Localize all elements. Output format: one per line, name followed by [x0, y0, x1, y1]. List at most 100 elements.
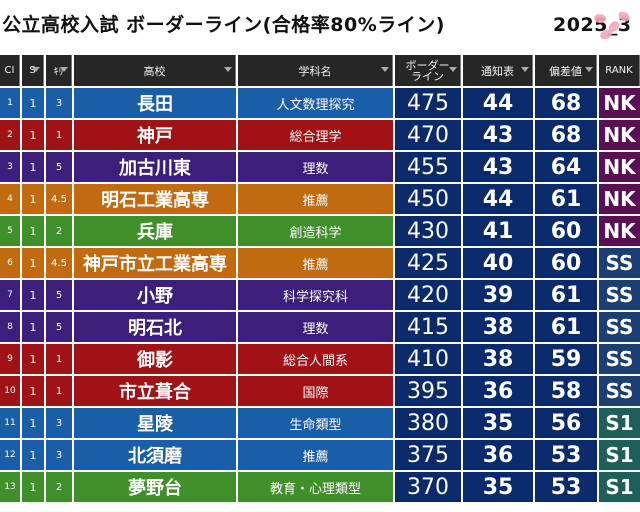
row-rank-badge: SS — [599, 280, 640, 310]
row-rank-badge: S1 — [599, 408, 640, 438]
filter-icon[interactable] — [521, 67, 529, 72]
row-dept: 国際 — [238, 376, 393, 406]
row-hensachi: 61 — [535, 312, 597, 342]
row-no: 5 — [0, 216, 20, 246]
row-s: 1 — [22, 312, 44, 342]
col-k-header[interactable]: ｷﾘ — [46, 55, 72, 86]
row-school: 神戸 — [74, 120, 236, 150]
row-border-score: 420 — [395, 280, 461, 310]
row-s: 1 — [22, 248, 44, 278]
row-school: 北須磨 — [74, 440, 236, 470]
filter-icon[interactable] — [60, 67, 68, 72]
col-tsuuchi-header[interactable]: 通知表 — [463, 55, 533, 86]
table-row[interactable]: 13 1 2 夢野台 教育・心理類型 370 35 53 S1 — [0, 472, 640, 502]
row-hensachi: 53 — [535, 472, 597, 502]
row-tsuuchi: 44 — [463, 184, 533, 214]
row-tsuuchi: 35 — [463, 408, 533, 438]
row-s: 1 — [22, 440, 44, 470]
row-s: 1 — [22, 216, 44, 246]
row-k: 1 — [46, 344, 72, 374]
col-s-header[interactable]: S — [22, 55, 44, 86]
table-row[interactable]: 4 1 4.5 明石工業高専 推薦 450 44 61 NK — [0, 184, 640, 214]
table-row[interactable]: 12 1 3 北須磨 推薦 375 36 53 S1 — [0, 440, 640, 470]
table-row[interactable]: 7 1 5 小野 科学探究科 420 39 61 SS — [0, 280, 640, 310]
row-tsuuchi: 38 — [463, 344, 533, 374]
row-hensachi: 53 — [535, 440, 597, 470]
row-hensachi: 64 — [535, 152, 597, 182]
row-s: 1 — [22, 88, 44, 118]
row-rank-badge: NK — [599, 184, 640, 214]
row-k: 4.5 — [46, 248, 72, 278]
table-row[interactable]: 11 1 3 星陵 生命類型 380 35 56 S1 — [0, 408, 640, 438]
row-s: 1 — [22, 280, 44, 310]
row-hensachi: 58 — [535, 376, 597, 406]
row-s: 1 — [22, 344, 44, 374]
filter-icon[interactable] — [449, 67, 457, 72]
col-rank-header[interactable]: RANK — [599, 55, 640, 86]
row-dept: 創造科学 — [238, 216, 393, 246]
row-k: 5 — [46, 152, 72, 182]
row-border-score: 450 — [395, 184, 461, 214]
row-border-score: 415 — [395, 312, 461, 342]
row-tsuuchi: 44 — [463, 88, 533, 118]
row-rank-badge: SS — [599, 344, 640, 374]
col-school-header[interactable]: 高校 — [74, 55, 236, 86]
row-no: 7 — [0, 280, 20, 310]
row-school: 星陵 — [74, 408, 236, 438]
row-k: 3 — [46, 88, 72, 118]
row-school: 明石工業高専 — [74, 184, 236, 214]
filter-icon[interactable] — [585, 67, 593, 72]
table-row[interactable]: 8 1 5 明石北 理数 415 38 61 SS — [0, 312, 640, 342]
table-row[interactable]: 3 1 5 加古川東 理数 455 43 64 NK — [0, 152, 640, 182]
row-dept: 教育・心理類型 — [238, 472, 393, 502]
table-row[interactable]: 6 1 4.5 神戸市立工業高専 推薦 425 40 60 SS — [0, 248, 640, 278]
row-rank-badge: SS — [599, 248, 640, 278]
row-rank-badge: NK — [599, 216, 640, 246]
table-row[interactable]: 10 1 1 市立葺合 国際 395 36 58 SS — [0, 376, 640, 406]
table-row[interactable]: 9 1 1 御影 総合人間系 410 38 59 SS — [0, 344, 640, 374]
row-rank-badge: NK — [599, 120, 640, 150]
table-row[interactable]: 1 1 3 長田 人文数理探究 475 44 68 NK — [0, 88, 640, 118]
row-s: 1 — [22, 472, 44, 502]
row-school: 兵庫 — [74, 216, 236, 246]
filter-icon[interactable] — [224, 67, 232, 72]
col-dept-header[interactable]: 学科名 — [238, 55, 393, 86]
row-hensachi: 61 — [535, 184, 597, 214]
row-dept: 理数 — [238, 152, 393, 182]
row-rank-badge: S1 — [599, 472, 640, 502]
row-s: 1 — [22, 376, 44, 406]
col-border-header[interactable]: ボーダー ライン — [395, 55, 461, 86]
row-school: 長田 — [74, 88, 236, 118]
row-school: 小野 — [74, 280, 236, 310]
row-school: 神戸市立工業高専 — [74, 248, 236, 278]
row-tsuuchi: 43 — [463, 120, 533, 150]
row-k: 5 — [46, 280, 72, 310]
row-k: 2 — [46, 472, 72, 502]
table-row[interactable]: 2 1 1 神戸 総合理学 470 43 68 NK — [0, 120, 640, 150]
col-no-header[interactable]: CI — [0, 55, 20, 86]
row-k: 3 — [46, 408, 72, 438]
row-border-score: 395 — [395, 376, 461, 406]
row-border-score: 425 — [395, 248, 461, 278]
col-hensachi-header[interactable]: 偏差値 — [535, 55, 597, 86]
row-no: 9 — [0, 344, 20, 374]
row-no: 11 — [0, 408, 20, 438]
row-dept: 総合人間系 — [238, 344, 393, 374]
table-row[interactable]: 5 1 2 兵庫 創造科学 430 41 60 NK — [0, 216, 640, 246]
row-border-score: 375 — [395, 440, 461, 470]
row-s: 1 — [22, 184, 44, 214]
row-school: 明石北 — [74, 312, 236, 342]
filter-icon[interactable] — [381, 67, 389, 72]
row-dept: 理数 — [238, 312, 393, 342]
row-tsuuchi: 36 — [463, 376, 533, 406]
row-s: 1 — [22, 120, 44, 150]
row-dept: 推薦 — [238, 184, 393, 214]
row-tsuuchi: 35 — [463, 472, 533, 502]
sakura-decoration-icon — [590, 9, 634, 44]
row-dept: 生命類型 — [238, 408, 393, 438]
row-rank-badge: NK — [599, 88, 640, 118]
row-hensachi: 60 — [535, 216, 597, 246]
row-tsuuchi: 36 — [463, 440, 533, 470]
filter-icon[interactable] — [32, 67, 40, 72]
row-hensachi: 59 — [535, 344, 597, 374]
